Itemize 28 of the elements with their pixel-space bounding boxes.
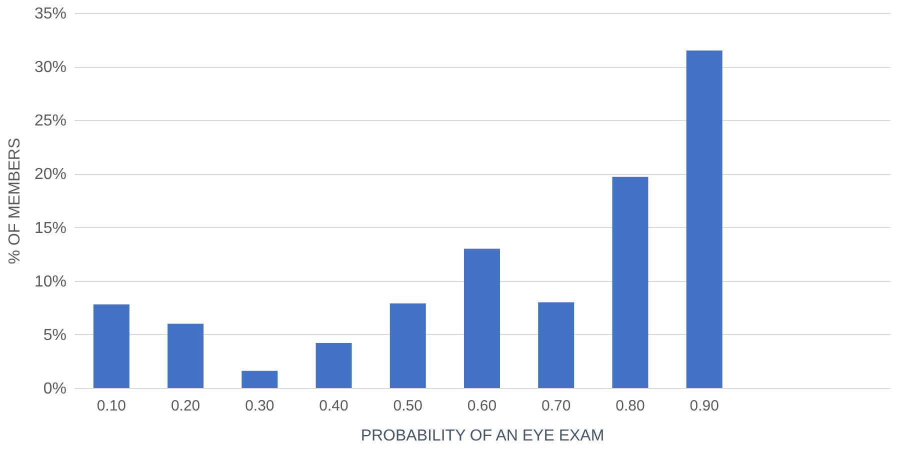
x-tick-label: 0.30 [245, 398, 274, 414]
bar [464, 248, 500, 388]
x-tick-label: 0.20 [170, 398, 200, 414]
y-axis-title: % OF MEMBERS [6, 138, 24, 264]
x-tick-label: 0.10 [96, 398, 126, 414]
y-tick-label: 0% [43, 380, 66, 398]
bar [390, 303, 426, 388]
bar [168, 324, 204, 388]
bar [538, 302, 574, 388]
y-tick-label: 10% [34, 273, 66, 290]
x-tick-label: 0.50 [393, 398, 422, 414]
y-tick-label: 5% [43, 326, 66, 344]
x-axis-title: PROBABILITY OF AN EYE EXAM [360, 428, 604, 444]
y-tick-label: 20% [34, 166, 66, 184]
x-tick-label: 0.70 [542, 398, 571, 414]
bar [93, 304, 130, 388]
y-tick-label: 35% [34, 6, 66, 22]
x-tick-label: 0.60 [467, 398, 497, 414]
bar [242, 370, 278, 388]
y-tick-label: 25% [34, 112, 66, 130]
bar [316, 343, 352, 388]
y-tick-label: 15% [34, 220, 66, 237]
x-tick-label: 0.90 [690, 398, 719, 414]
bar [686, 50, 722, 388]
x-tick-label: 0.80 [616, 398, 645, 414]
y-tick-label: 30% [34, 59, 66, 76]
x-tick-label: 0.40 [319, 398, 348, 414]
bar [612, 176, 648, 388]
